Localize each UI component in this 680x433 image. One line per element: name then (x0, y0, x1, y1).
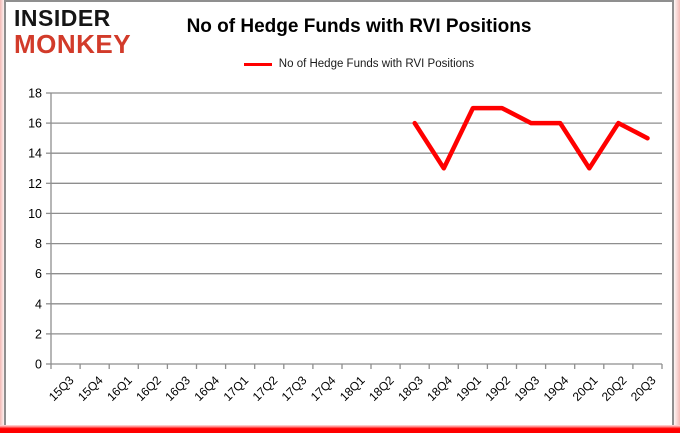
legend-line-swatch (243, 62, 272, 66)
x-tick-label: 17Q1 (221, 373, 252, 404)
legend-label: No of Hedge Funds with RVI Positions (278, 58, 475, 70)
x-tick-label: 18Q3 (395, 373, 426, 404)
y-tick-label: 0 (35, 358, 42, 372)
x-tick-label: 18Q4 (424, 373, 455, 404)
y-tick-label: 16 (28, 117, 42, 131)
x-tick-label: 17Q3 (279, 373, 310, 404)
x-tick-label: 20Q1 (570, 373, 601, 404)
y-tick-label: 10 (28, 207, 42, 221)
y-tick-label: 2 (35, 327, 42, 341)
x-tick-label: 20Q2 (599, 373, 630, 404)
series-line (412, 105, 650, 171)
y-tick-label: 14 (28, 147, 42, 161)
x-tick-label: 19Q1 (453, 373, 484, 404)
x-tick-label: 19Q3 (512, 373, 543, 404)
y-tick-label: 8 (35, 237, 42, 251)
x-tick-label: 17Q2 (250, 373, 281, 404)
y-tick-label: 12 (28, 177, 42, 191)
y-tick-label: 18 (28, 87, 42, 101)
x-tick-label: 15Q4 (75, 373, 106, 404)
x-tick-label: 18Q1 (337, 373, 368, 404)
x-tick-label: 15Q3 (46, 373, 77, 404)
x-tick-label: 20Q3 (628, 373, 659, 404)
chart-frame: INSIDER MONKEY No of Hedge Funds with RV… (4, 0, 674, 425)
bottom-red-divider (0, 425, 680, 433)
insider-monkey-logo: INSIDER MONKEY (14, 5, 132, 59)
legend: No of Hedge Funds with RVI Positions (86, 58, 632, 70)
x-tick-label: 19Q2 (482, 373, 513, 404)
left-edge-glow (0, 0, 5, 433)
right-edge-glow (673, 0, 680, 433)
logo-text-insider: INSIDER (14, 5, 111, 31)
y-tick-label: 4 (35, 297, 42, 311)
x-tick-label: 18Q2 (366, 373, 397, 404)
x-tick-label: 17Q4 (308, 373, 339, 404)
logo-text-monkey: MONKEY (14, 29, 132, 59)
chart-plot-area: 02468101214161815Q315Q416Q116Q216Q316Q41… (28, 87, 663, 404)
chart-title: No of Hedge Funds with RVI Positions (186, 16, 532, 37)
x-tick-label: 16Q2 (133, 373, 164, 404)
x-tick-label: 16Q4 (191, 373, 222, 404)
x-tick-label: 16Q3 (162, 373, 193, 404)
x-tick-label: 16Q1 (104, 373, 135, 404)
x-tick-label: 19Q4 (541, 373, 572, 404)
y-tick-label: 6 (35, 267, 42, 281)
